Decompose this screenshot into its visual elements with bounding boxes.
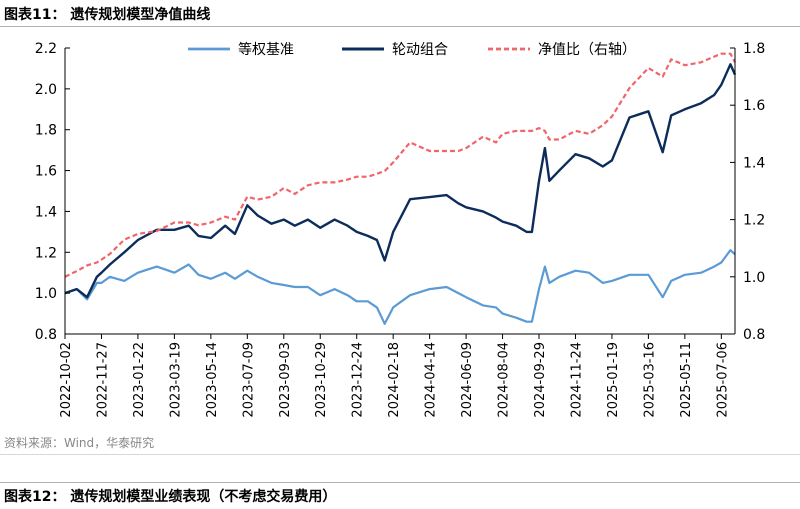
y-right-tick-label: 1.8	[743, 41, 765, 57]
x-tick-label: 2025-07-06	[715, 342, 730, 418]
y-right-tick-label: 1.6	[743, 98, 765, 114]
series-line-1	[64, 249, 736, 325]
axes-layer: 0.8 1.0 1.2 1.4 1.6 1.8 2.0 2.2 0.8 1.0 1.2 1.4 1.6 1…	[35, 41, 766, 418]
x-tick-label: 2025-01-19	[606, 342, 621, 418]
y-left-tick-label: 1.0	[35, 286, 57, 302]
legend: 等权基准 轮动组合 净值比（右轴）	[188, 41, 636, 58]
x-tick-label: 2023-07-09	[241, 342, 256, 418]
next-figure-divider	[0, 482, 800, 483]
x-tick-label: 2022-11-27	[95, 342, 110, 418]
y-left-tick-label: 1.4	[35, 204, 57, 220]
source-note: 资料来源：Wind，华泰研究	[4, 436, 155, 450]
title-divider	[0, 26, 800, 27]
y-left-tick-label: 1.8	[35, 123, 57, 139]
y-right-tick-label: 1.0	[743, 270, 765, 286]
x-tick-label: 2023-01-22	[132, 342, 147, 418]
x-tick-label: 2023-09-03	[278, 342, 293, 418]
y-left-tick-label: 1.2	[35, 245, 57, 261]
x-tick-label: 2024-02-18	[387, 342, 402, 418]
legend-label-3: 净值比（右轴）	[538, 42, 636, 58]
legend-label-2: 轮动组合	[392, 42, 448, 58]
x-tick-label: 2024-11-24	[569, 342, 584, 418]
series-line-2	[64, 63, 737, 299]
series-line-3	[64, 52, 736, 278]
x-tick-label: 2024-08-04	[497, 342, 512, 418]
x-tick-label: 2023-03-19	[168, 342, 183, 418]
y-left-tick-label: 2.0	[35, 82, 57, 98]
y-right-tick-label: 1.2	[743, 213, 765, 229]
x-tick-label: 2023-05-14	[205, 342, 220, 418]
y-left-tick-label: 1.6	[35, 164, 57, 180]
next-figure-title: 图表12： 遗传规划模型业绩表现（不考虑交易费用）	[4, 489, 337, 505]
x-tick-label: 2023-12-24	[351, 342, 366, 418]
y-right-tick-label: 1.4	[743, 155, 765, 171]
figure-header: 图表11： 遗传规划模型净值曲线	[0, 0, 800, 24]
x-tick-label: 2024-09-29	[533, 342, 548, 418]
x-tick-label: 2024-04-14	[424, 342, 439, 418]
y-right-tick-label: 0.8	[743, 327, 765, 343]
y-left-tick-label: 0.8	[35, 327, 57, 343]
x-tick-label: 2025-03-16	[642, 342, 657, 418]
chart-area: 等权基准 轮动组合 净值比（右轴） 0.8 1.0 1.2 1.4 1.6 1.8 2.0 2.2…	[0, 28, 800, 428]
legend-label-1: 等权基准	[238, 41, 294, 58]
x-tick-label: 2024-06-09	[460, 342, 475, 418]
figure-title: 图表11： 遗传规划模型净值曲线	[4, 7, 211, 23]
source-divider	[0, 454, 800, 455]
series-layer	[64, 52, 737, 325]
x-tick-label: 2023-10-29	[314, 342, 329, 418]
x-tick-label: 2022-10-02	[59, 342, 74, 418]
nav-line-chart: 等权基准 轮动组合 净值比（右轴） 0.8 1.0 1.2 1.4 1.6 1.8 2.0 2.2…	[35, 41, 766, 418]
x-tick-label: 2025-05-11	[679, 342, 694, 418]
y-left-tick-label: 2.2	[35, 41, 57, 57]
